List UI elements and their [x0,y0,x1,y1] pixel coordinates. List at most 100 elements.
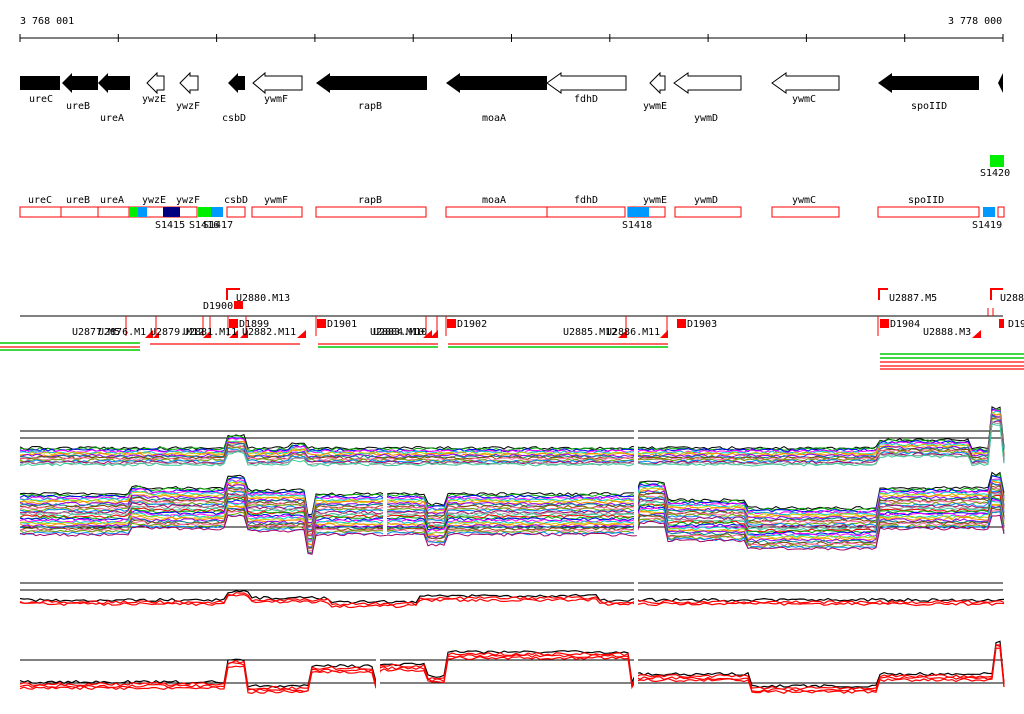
gene-arrow[interactable] [998,73,1003,93]
expression-trace [19,413,1005,458]
segment-fill [628,207,649,217]
segment-label: rapB [358,195,382,206]
feature-label: D1901 [327,319,357,330]
segment-box[interactable] [546,206,626,218]
expression-trace [19,416,1005,461]
expression-trace [19,408,1005,453]
feature-box[interactable] [447,319,456,328]
feature-label: U2879.M12 [150,327,204,338]
expression-trace [19,417,1005,462]
segment-box[interactable] [445,206,548,218]
gene-arrow[interactable] [649,71,666,95]
gene-track: ureC ureB ureA ywzE ywzF csbD ywmF rapB … [20,71,1003,124]
gene-arrow[interactable] [179,71,199,95]
expression-trace [19,644,1005,693]
segment-box[interactable] [877,206,980,218]
feature-flag[interactable] [297,330,306,338]
gene-label: ureA [100,113,124,124]
gene-arrow[interactable] [252,71,303,95]
expression-trace [19,478,1005,519]
feature-label: U2886.M11 [606,327,660,338]
feature-flag[interactable] [229,330,238,338]
segment-box[interactable] [997,206,1005,218]
segment-box[interactable] [97,206,130,218]
feature-box[interactable] [317,319,326,328]
expression-trace [19,423,1005,467]
feature-flag[interactable] [878,288,888,300]
gene-arrow[interactable] [546,72,627,94]
gene-label: rapB [358,101,382,112]
scale-end-label: 3 778 000 [948,16,1002,27]
segment-box[interactable] [251,206,303,218]
feature-track: U2880.M13 D1900 U2887.M5 U288 U2877.M5 U… [0,288,1024,370]
feature-box[interactable] [677,319,686,328]
segment-box[interactable] [226,206,246,218]
expression-trace [19,471,1005,516]
feature-label: U2885.M12 [563,327,617,338]
expression-trace [19,483,1005,527]
gene-arrow[interactable] [771,72,840,94]
feature-box[interactable] [880,319,889,328]
s-marker-label: S1420 [980,168,1010,179]
s-marker[interactable] [990,155,1004,167]
expression-trace [19,475,1005,518]
gene-arrow[interactable] [228,73,245,93]
feature-box[interactable] [234,301,243,309]
gene-label: spoIID [911,101,947,112]
segment-label: ywzE [142,195,166,206]
feature-box[interactable] [229,319,238,328]
expression-trace [19,647,1005,695]
feature-label: U2881.M11 [183,327,237,338]
gene-arrow[interactable] [446,73,547,93]
gene-label: fdhD [574,94,598,105]
segment-label: ureA [100,195,124,206]
feature-label: U2877.M5 [72,327,120,338]
expression-trace [19,514,1005,555]
gene-arrow[interactable] [20,76,60,90]
feature-flag[interactable] [423,330,432,338]
feature-flag[interactable] [618,330,627,338]
gene-arrow[interactable] [98,73,130,93]
feature-flag[interactable] [203,330,211,338]
gene-label: ureC [29,94,53,105]
feature-label: U2883.M10 [370,327,424,338]
segment-box[interactable] [315,206,427,218]
gene-label: ywmE [643,101,667,112]
expression-trace [19,421,1005,466]
s-marker-label: S1416 [189,220,219,231]
feature-label: U2884.M10 [373,327,427,338]
segment-label: ureC [28,195,52,206]
gene-arrow[interactable] [673,72,742,94]
gene-label: ywmC [792,94,816,105]
scale-ruler: 3 768 001 3 778 000 [19,16,1004,42]
feature-flag[interactable] [430,330,438,338]
gene-label: csbD [222,113,246,124]
expression-trace [19,479,1005,521]
gene-arrow[interactable] [146,71,165,95]
gene-arrow[interactable] [316,73,427,93]
expression-trace [19,405,1005,451]
feature-flag[interactable] [660,330,668,338]
segment-box[interactable] [19,206,62,218]
expression-trace [19,494,1005,537]
feature-label: D1904 [890,319,920,330]
segment-label: moaA [482,195,506,206]
feature-flag[interactable] [145,330,153,338]
segment-box[interactable] [771,206,840,218]
feature-label: U2888.M3 [923,327,971,338]
feature-flag[interactable] [990,288,1003,300]
segment-box[interactable] [674,206,742,218]
segment-label: ywmF [264,195,288,206]
segment-label: spoIID [908,195,944,206]
segment-fill [983,207,995,217]
feature-box[interactable] [999,319,1004,328]
segment-label: ywzF [176,195,200,206]
gene-arrow[interactable] [878,73,979,93]
feature-flag[interactable] [972,330,981,338]
feature-flag[interactable] [226,288,240,300]
s-marker-label: S1419 [972,220,1002,231]
segment-box[interactable] [60,206,99,218]
segment-fill [163,207,180,217]
gene-arrow[interactable] [62,73,98,93]
segment-label: ywmD [694,195,718,206]
